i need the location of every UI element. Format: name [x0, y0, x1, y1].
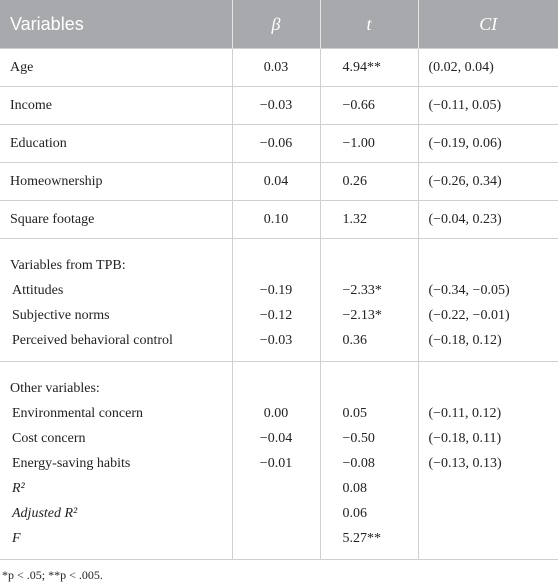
table-row: Homeownership 0.04 0.26 (−0.26, 0.34) — [0, 162, 558, 201]
row-label: Cost concern — [12, 431, 86, 446]
cell-value: (−0.18, 0.11) — [428, 431, 502, 446]
table-row: Square footage 0.10 1.32 (−0.04, 0.23) — [0, 200, 558, 239]
cell-value: 0.06 — [342, 506, 368, 521]
table-cell: 0.05 −0.50 −0.08 0.08 0.06 5.27** — [319, 361, 419, 560]
header-row: Variables β t CI — [0, 0, 558, 49]
spacer — [429, 376, 549, 401]
cell-value: −2.13* — [342, 308, 382, 323]
table-cell: (−0.34, −0.05) (−0.22, −0.01) (−0.18, 0.12… — [417, 238, 558, 362]
cell-value: −0.04 — [259, 431, 293, 446]
cell-value: 0.36 — [342, 333, 368, 348]
header-cell: CI — [417, 0, 558, 49]
spacer — [429, 253, 549, 278]
spacer — [243, 253, 310, 278]
group-row: Variables from TPB: Attitudes Subjective n… — [0, 238, 558, 362]
results-table: Variables β t CI Age 0.03 4.94** (0.02, 0.0… — [0, 0, 558, 560]
table-cell: −0.06 — [231, 124, 321, 163]
cell-value: (−0.13, 0.13) — [428, 456, 502, 471]
table-cell: 4.94** — [319, 48, 419, 87]
cell-value: (−0.11, 0.12) — [428, 406, 502, 421]
footnote: *p < .05; **p < .005. — [2, 568, 103, 582]
table-cell: Education — [0, 124, 233, 163]
table-cell: (−0.11, 0.05) — [417, 86, 558, 125]
cell-value: 0.00 — [263, 406, 289, 421]
table-row: Age 0.03 4.94** (0.02, 0.04) — [0, 48, 558, 87]
table-cell: Variables from TPB: Attitudes Subjective n… — [0, 238, 233, 362]
cell-value: 0.05 — [342, 406, 368, 421]
row-label: Energy-saving habits — [12, 456, 131, 471]
spacer — [343, 253, 408, 278]
cell-value: (−0.22, −0.01) — [428, 308, 510, 323]
cell-value — [243, 476, 310, 501]
table-cell: Other variables: Environmental concern Cos… — [0, 361, 233, 560]
table-cell: Homeownership — [0, 162, 233, 201]
row-label: R² — [12, 481, 25, 496]
table-cell: (−0.11, 0.12) (−0.18, 0.11) (−0.13, 0.13) — [417, 361, 558, 560]
cell-value: 5.27** — [342, 531, 382, 546]
group-title: Variables from TPB: — [10, 258, 126, 273]
row-label: Environmental concern — [12, 406, 144, 421]
table-cell: 0.00 −0.04 −0.01 — [231, 361, 321, 560]
cell-value — [243, 526, 310, 551]
header-cell: Variables — [0, 0, 232, 49]
spacer — [243, 376, 310, 401]
group-row: Other variables: Environmental concern Cos… — [0, 361, 558, 560]
table-cell: 0.10 — [231, 200, 321, 239]
cell-value: −0.01 — [259, 456, 293, 471]
table-cell: −0.66 — [319, 86, 419, 125]
row-label: Attitudes — [12, 283, 64, 298]
table-cell: (−0.26, 0.34) — [417, 162, 558, 201]
group-title: Other variables: — [10, 381, 100, 396]
cell-value: −0.50 — [342, 431, 375, 446]
table-cell: (−0.19, 0.06) — [417, 124, 558, 163]
table-cell: −1.00 — [319, 124, 419, 163]
table-cell: 1.32 — [319, 200, 419, 239]
cell-value — [429, 526, 549, 551]
cell-value: (−0.18, 0.12) — [428, 333, 502, 348]
cell-value: −2.33* — [342, 283, 382, 298]
table-cell: 0.04 — [231, 162, 321, 201]
spacer — [343, 376, 408, 401]
table-cell: −2.33* −2.13* 0.36 — [319, 238, 419, 362]
cell-value: −0.19 — [259, 283, 293, 298]
table-cell: 0.03 — [231, 48, 321, 87]
table-cell: (−0.04, 0.23) — [417, 200, 558, 239]
row-label: Adjusted R² — [12, 506, 78, 521]
table-cell: Income — [0, 86, 233, 125]
table-cell: −0.19 −0.12 −0.03 — [231, 238, 321, 362]
cell-value — [243, 501, 310, 526]
header-cell: t — [319, 0, 418, 49]
table-cell: 0.26 — [319, 162, 419, 201]
row-label: Perceived behavioral control — [12, 333, 173, 348]
table-cell: Square footage — [0, 200, 233, 239]
cell-value: −0.12 — [259, 308, 293, 323]
cell-value: (−0.34, −0.05) — [428, 283, 510, 298]
header-cell: β — [231, 0, 320, 49]
cell-value: −0.08 — [342, 456, 375, 471]
table-row: Income −0.03 −0.66 (−0.11, 0.05) — [0, 86, 558, 125]
table-cell: −0.03 — [231, 86, 321, 125]
row-label: F — [12, 531, 21, 546]
cell-value — [429, 501, 549, 526]
cell-value — [429, 476, 549, 501]
table-cell: Age — [0, 48, 233, 87]
row-label: Subjective norms — [12, 308, 110, 323]
cell-value: −0.03 — [259, 333, 293, 348]
cell-value: 0.08 — [342, 481, 368, 496]
table-cell: (0.02, 0.04) — [417, 48, 558, 87]
table-row: Education −0.06 −1.00 (−0.19, 0.06) — [0, 124, 558, 163]
